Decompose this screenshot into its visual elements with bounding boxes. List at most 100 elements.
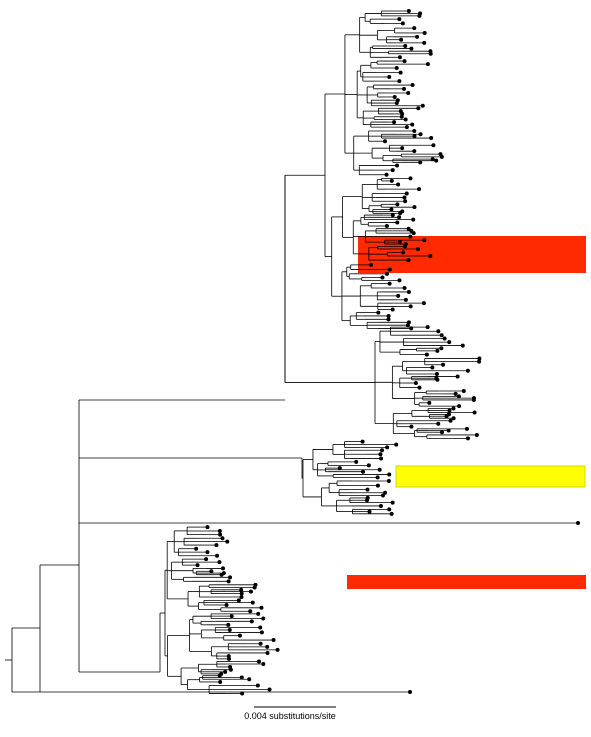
- tip-node: [226, 656, 231, 661]
- tip-node: [417, 385, 422, 390]
- tip-node: [411, 217, 416, 222]
- tip-node: [223, 669, 228, 674]
- tip-node: [430, 365, 435, 370]
- tip-node: [225, 539, 230, 544]
- scale-bar-label: 0.004 substitutions/site: [244, 711, 336, 721]
- tip-node: [418, 160, 423, 165]
- tip-node: [464, 426, 469, 431]
- tip-node: [380, 448, 385, 453]
- tip-node: [252, 585, 257, 590]
- tip-node: [400, 21, 405, 26]
- tip-node: [404, 191, 409, 196]
- tip-node: [354, 459, 359, 464]
- tip-node: [220, 536, 225, 541]
- tip-node: [421, 301, 426, 306]
- tip-node: [397, 215, 402, 220]
- tip-node: [376, 310, 381, 315]
- tip-node: [389, 207, 394, 212]
- tip-node: [415, 34, 420, 39]
- tip-node: [379, 456, 384, 461]
- tip-node: [416, 106, 421, 111]
- tip-node: [405, 323, 410, 328]
- tip-node: [409, 326, 414, 331]
- tip-node: [397, 240, 402, 245]
- tip-node: [367, 509, 372, 514]
- tip-node: [401, 250, 406, 255]
- tip-node: [456, 394, 461, 399]
- tip-node: [416, 187, 421, 192]
- tip-node: [406, 9, 411, 14]
- tip-node: [420, 103, 425, 108]
- tip-node: [385, 445, 390, 450]
- tip-node: [261, 662, 266, 667]
- tip-node: [386, 313, 391, 318]
- tip-node: [395, 163, 400, 168]
- tip-node: [455, 374, 460, 379]
- tip-node: [424, 352, 429, 357]
- tip-node: [375, 483, 380, 488]
- tip-node: [258, 625, 263, 630]
- tip-node: [422, 238, 427, 243]
- tip-node: [411, 231, 416, 236]
- tip-node: [257, 659, 262, 664]
- tip-node: [215, 553, 220, 558]
- tip-node: [384, 224, 389, 229]
- tip-node: [439, 154, 444, 159]
- tip-node: [427, 400, 432, 405]
- highlight-red-upper: [358, 236, 586, 273]
- tip-node: [387, 74, 392, 79]
- tip-node: [451, 406, 456, 411]
- tip-node: [429, 136, 434, 141]
- tip-node: [444, 414, 449, 419]
- tip-node: [386, 317, 391, 322]
- tip-node: [418, 132, 423, 137]
- tip-node: [413, 381, 418, 386]
- tip-node: [402, 285, 407, 290]
- tip-node: [384, 172, 389, 177]
- tip-node: [205, 525, 210, 530]
- tip-node: [375, 475, 380, 480]
- tip-node: [410, 83, 415, 88]
- tip-node: [395, 202, 400, 207]
- tip-node: [228, 575, 233, 580]
- tip-node: [461, 389, 466, 394]
- tip-node: [387, 281, 392, 286]
- tip-node: [408, 304, 413, 309]
- tip-node: [237, 633, 242, 638]
- tip-node: [386, 478, 391, 483]
- tip-node: [403, 297, 408, 302]
- tip-node: [412, 134, 417, 139]
- tip-node: [412, 128, 417, 133]
- tip-node: [477, 359, 482, 364]
- tip-node: [205, 550, 210, 555]
- tip-node: [394, 65, 399, 70]
- tip-node: [399, 114, 404, 119]
- tip-node: [403, 199, 408, 204]
- tip-node: [390, 500, 395, 505]
- tip-node: [378, 452, 383, 457]
- tip-node: [275, 647, 280, 652]
- tip-node: [430, 157, 435, 162]
- tip-node: [392, 120, 397, 125]
- tip-node: [383, 139, 388, 144]
- tip-node: [412, 26, 417, 31]
- tip-node: [396, 182, 401, 187]
- tip-node: [428, 51, 433, 56]
- tip-node: [400, 146, 405, 151]
- tip-node: [439, 430, 444, 435]
- tip-node: [447, 340, 452, 345]
- tip-node: [410, 122, 415, 127]
- tip-node: [408, 690, 412, 694]
- tip-node: [256, 611, 261, 616]
- tip-node: [236, 598, 241, 603]
- tip-node: [453, 391, 458, 396]
- tip-node: [387, 267, 392, 272]
- tip-node: [224, 602, 229, 607]
- tip-node: [194, 546, 199, 551]
- tip-node: [218, 532, 223, 537]
- tip-node: [265, 650, 270, 655]
- tip-node: [364, 498, 369, 503]
- tip-node: [422, 40, 427, 45]
- tip-node: [365, 487, 370, 492]
- tip-node: [395, 220, 400, 225]
